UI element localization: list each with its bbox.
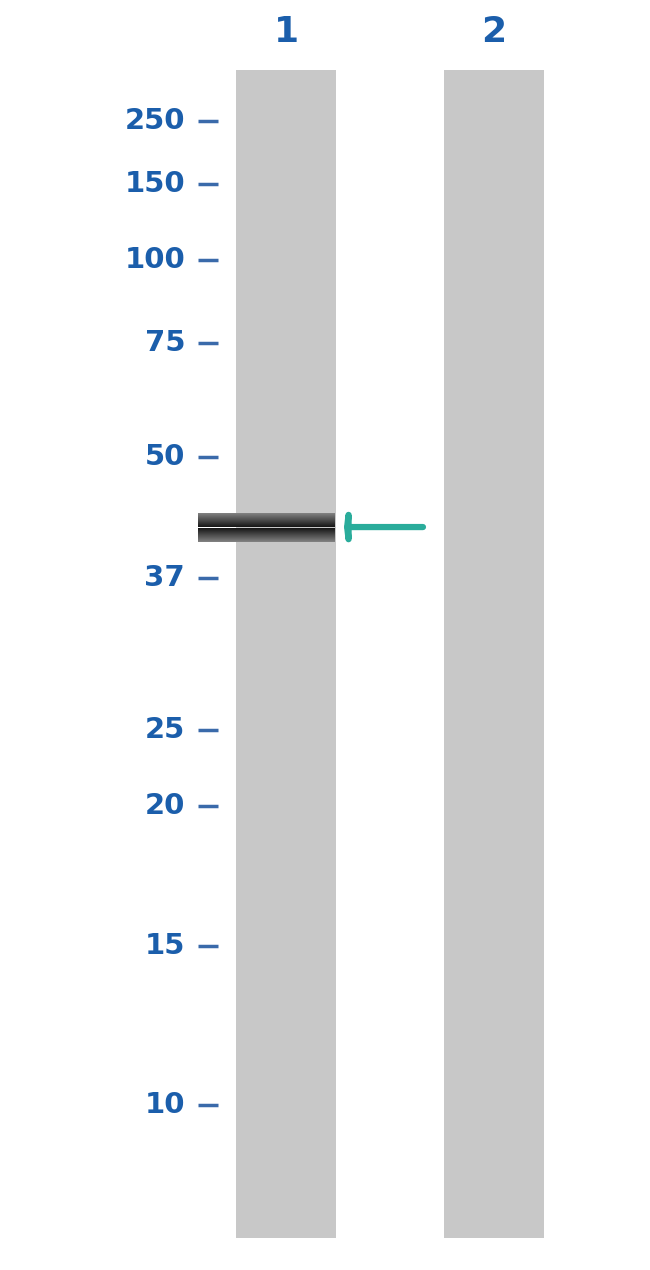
Text: 25: 25: [145, 716, 185, 744]
Text: 20: 20: [145, 792, 185, 820]
Text: 50: 50: [145, 443, 185, 471]
Bar: [443, 70, 545, 1238]
Text: 15: 15: [145, 932, 185, 960]
Text: 37: 37: [144, 564, 185, 592]
Text: 250: 250: [125, 107, 185, 135]
Text: 150: 150: [125, 170, 185, 198]
Text: 10: 10: [145, 1091, 185, 1119]
Text: 1: 1: [274, 15, 298, 48]
Text: 2: 2: [482, 15, 506, 48]
Bar: [235, 70, 337, 1238]
Text: 75: 75: [145, 329, 185, 357]
Text: 100: 100: [125, 246, 185, 274]
